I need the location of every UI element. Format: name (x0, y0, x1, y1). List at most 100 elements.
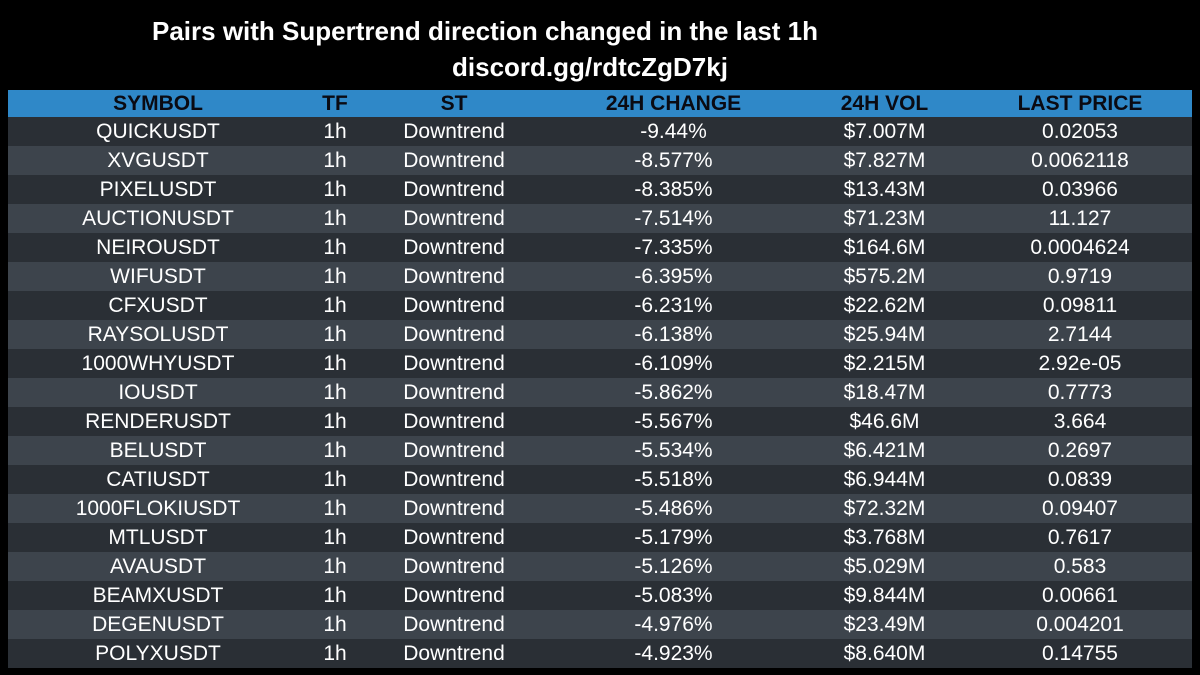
cell-tf: 1h (323, 410, 347, 433)
table-row: PIXELUSDT 1h Downtrend -8.385% $13.43M 0.0396… (8, 175, 1192, 204)
cell-24h-change: -6.138% (634, 323, 713, 346)
cell-symbol: AUCTIONUSDT (82, 207, 234, 230)
table-row: 1000FLOKIUSDT 1h Downtrend -5.486% $72.32M 0.… (8, 494, 1192, 523)
cell-last-price: 0.09407 (1042, 497, 1118, 520)
table-body: QUICKUSDT 1h Downtrend -9.44% $7.007M 0.02053… (8, 117, 1192, 668)
cell-symbol: BELUSDT (109, 439, 207, 462)
header-tf: TF (322, 92, 348, 115)
table-row: QUICKUSDT 1h Downtrend -9.44% $7.007M 0.02053 (8, 117, 1192, 146)
cell-st: Downtrend (403, 584, 505, 607)
cell-24h-change: -4.923% (634, 642, 713, 665)
cell-24h-vol: $6.421M (843, 439, 926, 462)
cell-24h-change: -4.976% (634, 613, 713, 636)
cell-24h-change: -5.518% (634, 468, 713, 491)
cell-symbol: PIXELUSDT (99, 178, 217, 201)
cell-last-price: 0.0839 (1047, 468, 1113, 491)
cell-symbol: NEIROUSDT (96, 236, 220, 259)
cell-24h-vol: $72.32M (843, 497, 926, 520)
cell-24h-vol: $6.944M (843, 468, 926, 491)
cell-st: Downtrend (403, 468, 505, 491)
header-symbol: SYMBOL (113, 92, 203, 115)
cell-24h-change: -5.534% (634, 439, 713, 462)
table-row: AVAUSDT 1h Downtrend -5.126% $5.029M 0.583 (8, 552, 1192, 581)
cell-tf: 1h (323, 468, 347, 491)
page-title: Pairs with Supertrend direction changed … (152, 16, 819, 46)
table-row: NEIROUSDT 1h Downtrend -7.335% $164.6M 0.0004… (8, 233, 1192, 262)
cell-24h-vol: $5.029M (843, 555, 926, 578)
cell-st: Downtrend (403, 323, 505, 346)
pairs-table-container: SYMBOL TF ST 24H CHANGE 24H VOL LAST PRI… (8, 90, 1192, 675)
cell-last-price: 0.7773 (1047, 381, 1113, 404)
cell-24h-vol: $23.49M (843, 613, 926, 636)
cell-24h-change: -5.486% (634, 497, 713, 520)
cell-24h-vol: $7.827M (843, 149, 926, 172)
cell-tf: 1h (323, 642, 347, 665)
cell-symbol: 1000FLOKIUSDT (75, 497, 241, 520)
cell-tf: 1h (323, 207, 347, 230)
cell-24h-change: -5.083% (634, 584, 713, 607)
cell-last-price: 0.0062118 (1031, 149, 1129, 172)
cell-symbol: 1000WHYUSDT (81, 352, 235, 375)
cell-24h-vol: $46.6M (849, 410, 920, 433)
table-row: XVGUSDT 1h Downtrend -8.577% $7.827M 0.006211… (8, 146, 1192, 175)
cell-last-price: 11.127 (1048, 207, 1112, 230)
cell-tf: 1h (323, 381, 347, 404)
table-row: BEAMXUSDT 1h Downtrend -5.083% $9.844M 0.0066… (8, 581, 1192, 610)
cell-tf: 1h (323, 294, 347, 317)
table-row: IOUSDT 1h Downtrend -5.862% $18.47M 0.7773 (8, 378, 1192, 407)
cell-last-price: 0.00661 (1042, 584, 1118, 607)
cell-24h-change: -8.577% (634, 149, 713, 172)
cell-symbol: RAYSOLUSDT (87, 323, 229, 346)
cell-24h-vol: $18.47M (843, 381, 926, 404)
cell-st: Downtrend (403, 555, 505, 578)
cell-24h-change: -5.862% (634, 381, 713, 404)
cell-last-price: 0.9719 (1047, 265, 1113, 288)
cell-st: Downtrend (403, 149, 505, 172)
table-row: DEGENUSDT 1h Downtrend -4.976% $23.49M 0.0042… (8, 610, 1192, 639)
cell-symbol: XVGUSDT (107, 149, 209, 172)
cell-24h-vol: $13.43M (843, 178, 926, 201)
cell-24h-vol: $8.640M (843, 642, 926, 665)
cell-symbol: QUICKUSDT (96, 120, 220, 143)
cell-last-price: 0.14755 (1042, 642, 1118, 665)
cell-tf: 1h (323, 352, 347, 375)
cell-st: Downtrend (403, 236, 505, 259)
cell-symbol: AVAUSDT (109, 555, 207, 578)
cell-last-price: 0.2697 (1047, 439, 1113, 462)
table-row: AUCTIONUSDT 1h Downtrend -7.514% $71.23M 11.1… (8, 204, 1192, 233)
cell-st: Downtrend (403, 613, 505, 636)
cell-tf: 1h (323, 178, 347, 201)
cell-24h-change: -6.109% (634, 352, 713, 375)
cell-symbol: POLYXUSDT (95, 642, 221, 665)
cell-24h-vol: $71.23M (843, 207, 926, 230)
table-row: RENDERUSDT 1h Downtrend -5.567% $46.6M 3.664 (8, 407, 1192, 436)
cell-st: Downtrend (403, 207, 505, 230)
cell-tf: 1h (323, 526, 347, 549)
discord-link[interactable]: discord.gg/rdtcZgD7kj (452, 52, 728, 82)
cell-24h-vol: $3.768M (843, 526, 926, 549)
cell-tf: 1h (323, 439, 347, 462)
cell-last-price: 0.03966 (1042, 178, 1118, 201)
cell-tf: 1h (323, 120, 347, 143)
cell-tf: 1h (323, 236, 347, 259)
cell-st: Downtrend (403, 352, 505, 375)
cell-24h-vol: $7.007M (843, 120, 926, 143)
header-24h-vol: 24H VOL (840, 92, 929, 115)
cell-st: Downtrend (403, 526, 505, 549)
header-24h-change: 24H CHANGE (605, 92, 742, 115)
cell-tf: 1h (323, 323, 347, 346)
cell-symbol: MTLUSDT (108, 526, 208, 549)
cell-24h-vol: $2.215M (843, 352, 926, 375)
cell-symbol: CATIUSDT (106, 468, 210, 491)
cell-tf: 1h (323, 613, 347, 636)
cell-last-price: 0.0004624 (1030, 236, 1130, 259)
cell-symbol: WIFUSDT (110, 265, 206, 288)
cell-24h-vol: $22.62M (843, 294, 926, 317)
cell-24h-vol: $9.844M (843, 584, 926, 607)
table-row: WIFUSDT 1h Downtrend -6.395% $575.2M 0.9719 (8, 262, 1192, 291)
cell-last-price: 2.92e-05 (1038, 352, 1122, 375)
cell-24h-change: -5.179% (634, 526, 713, 549)
table-row: MTLUSDT 1h Downtrend -5.179% $3.768M 0.7617 (8, 523, 1192, 552)
cell-24h-vol: $164.6M (843, 236, 926, 259)
cell-last-price: 0.02053 (1042, 120, 1118, 143)
